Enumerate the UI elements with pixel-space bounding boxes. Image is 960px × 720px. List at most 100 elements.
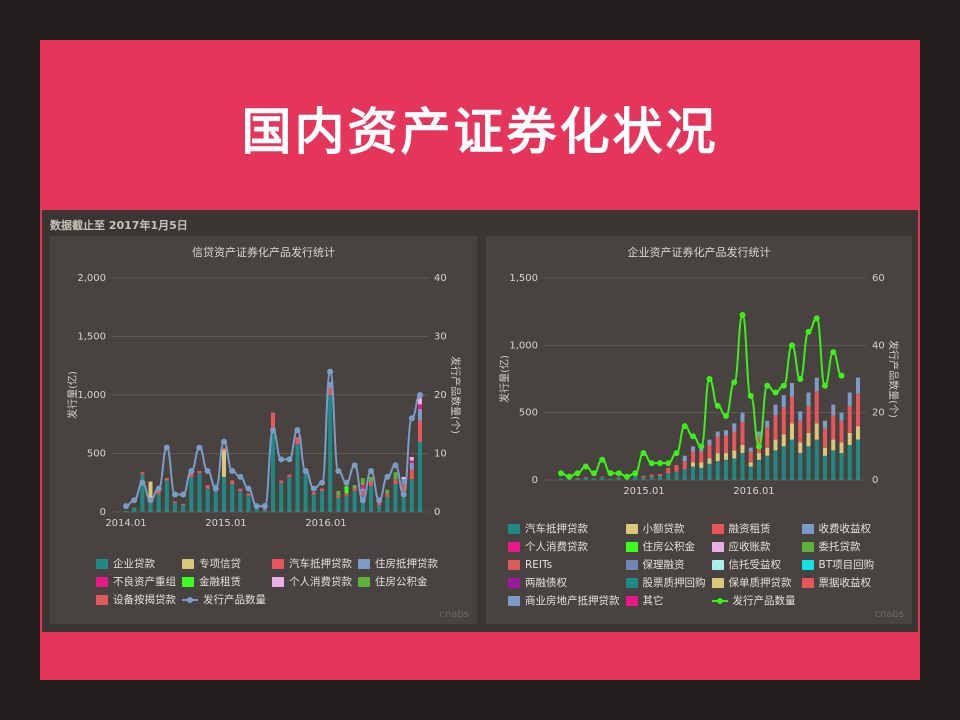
count-point [351,462,358,469]
legend-item[interactable]: 个人消费贷款 [508,539,620,554]
legend-item[interactable]: 汽车抵押贷款 [272,556,352,571]
bar-segment [616,477,621,480]
legend-item[interactable]: 两融债权 [508,575,620,590]
legend-item[interactable]: 应收账款 [711,539,796,554]
legend-swatch [801,541,814,552]
bar-segment [254,507,259,512]
bar-segment [608,478,613,480]
bar-segment [724,459,728,480]
bar-segment [181,504,186,512]
legend-item[interactable]: 融资租赁 [711,521,796,536]
count-point [681,423,688,430]
legend-item[interactable]: 住房公积金 [625,539,706,554]
y2-tick-label: 30 [434,332,447,343]
bar-segment [715,453,720,462]
bar-segment [377,504,382,512]
legend-item[interactable]: 信托受益权 [711,557,796,572]
legend-item[interactable]: 金融租赁 [182,574,266,589]
legend-item[interactable]: 其它 [625,593,706,608]
y-axis-title: 发行量(亿) [66,371,79,419]
bar-segment [385,489,390,494]
legend-label: BT项目回购 [818,559,875,571]
bar-segment [583,477,588,480]
bar-segment [839,420,844,443]
bar-segment [344,493,349,496]
legend-item[interactable]: 个人消费贷款 [272,574,352,589]
y-tick-label: 500 [87,449,106,460]
bar-segment [781,446,786,480]
legend-swatch [711,523,724,534]
legend-item[interactable]: 股票质押回购 [625,575,706,590]
count-point [599,456,606,463]
bar-segment [748,451,753,463]
legend-item[interactable]: BT项目回购 [801,557,875,572]
y2-axis-title: 发行产品数量(个) [887,340,900,418]
legend-item[interactable]: 商业房地产抵押贷款 [508,593,620,608]
count-point [359,497,366,504]
legend-item[interactable]: 不良资产重组 [96,574,176,589]
legend-item[interactable]: 专项信贷 [182,556,266,571]
legend-item[interactable]: 设备按揭贷款 [96,592,176,607]
bar-segment [748,462,753,467]
count-point [673,450,680,457]
bar-segment [230,483,235,512]
legend-label: 发行产品数量 [203,594,266,606]
bar-segment [682,455,687,462]
legend-label: 住房抵押贷款 [375,558,438,570]
legend-line-swatch [182,595,198,605]
y2-tick-label: 0 [872,475,878,486]
bar-segment [790,383,794,397]
legend-item[interactable]: 住房公积金 [358,574,438,589]
bar-segment [732,431,737,451]
legend-item[interactable]: 企业贷款 [96,556,176,571]
bar-segment [715,431,720,437]
bar-segment [320,490,324,512]
bar-segment [732,458,737,480]
legend-item-line[interactable]: 发行产品数量 [711,593,796,608]
legend-item[interactable]: 委托贷款 [801,539,875,554]
bar-segment [856,393,860,427]
bar-segment [344,495,349,512]
bar-segment [781,407,786,435]
legend-swatch [625,559,638,570]
y-tick-label: 1,000 [77,390,106,401]
legend-item[interactable]: 住房抵押贷款 [358,556,438,571]
legend-item[interactable]: REITs [508,557,620,572]
count-point [615,470,622,477]
bar-segment [197,473,202,512]
legend-item[interactable]: 收费收益权 [801,521,875,536]
bar-segment [814,423,819,440]
legend-swatch [508,559,520,570]
bar-segment [336,497,341,512]
count-point [400,491,407,498]
credit-abs-chart-panel: 信贷资产证券化产品发行统计 0 500 1,000 1,500 2,000 0 10 20 30… [50,236,477,624]
count-point [245,485,252,492]
count-point [764,382,771,389]
bar-segment [592,478,596,480]
bar-segment [140,472,145,475]
bar-segment [847,432,852,445]
bar-segment [691,446,695,452]
count-point [706,376,713,382]
legend-item[interactable]: 保理融资 [625,557,706,572]
bar-segment [418,441,422,512]
legend-swatch [625,595,638,606]
count-point [698,443,705,450]
bar-segment [839,412,844,421]
legend-label: 信托受益权 [728,559,782,571]
legend-item[interactable]: 汽车抵押贷款 [508,521,620,536]
bar-segment [757,459,761,480]
legend-item[interactable]: 小额贷款 [625,521,706,536]
bar-segment [814,391,819,424]
legend-item[interactable]: 保单质押贷款 [711,575,796,590]
bar-segment [823,447,827,456]
bar-segment [641,475,646,478]
bar-segment [814,439,819,480]
legend-item[interactable]: 票据收益权 [801,575,875,590]
legend-label: REITs [525,558,553,571]
legend-label: 商业房地产抵押贷款 [525,595,620,607]
legend-item-line[interactable]: 发行产品数量 [182,592,266,607]
bar-segment [839,442,844,454]
bar-segment [649,474,654,477]
count-point [607,470,614,477]
